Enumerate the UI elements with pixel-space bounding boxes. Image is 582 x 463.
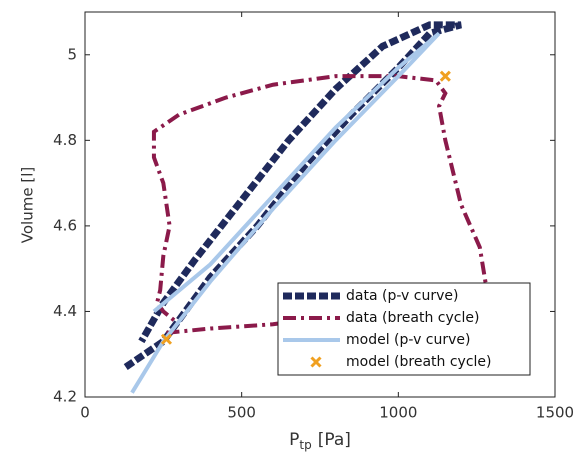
x-axis-label-main: P [289, 430, 299, 450]
marker [160, 333, 173, 345]
marker [439, 70, 451, 82]
x-tick-label: 1500 [536, 404, 574, 422]
x-tick-label: 1000 [379, 404, 417, 422]
x-axis-label-sub: tp [299, 438, 311, 452]
y-tick-label: 4.6 [53, 216, 77, 234]
x-axis-label-unit: [Pa] [318, 430, 351, 450]
legend-label: data (p-v curve) [346, 288, 458, 304]
y-tick-label: 4.2 [53, 388, 77, 406]
x-tick-label: 500 [227, 404, 256, 422]
y-axis-label: Volume [l] [19, 167, 37, 243]
y-tick-label: 4.4 [53, 302, 77, 320]
x-axis-label: Ptp [Pa] [289, 430, 351, 452]
legend: data (p-v curve) data (breath cycle) model… [277, 282, 531, 376]
legend-label: model (breath cycle) [346, 354, 492, 370]
x-tick-label: 0 [80, 404, 90, 422]
legend-marker [310, 356, 322, 368]
series-line [130, 31, 441, 394]
legend-label: data (breath cycle) [346, 310, 479, 326]
y-tick-label: 5 [67, 45, 77, 63]
legend-label: model (p-v curve) [346, 332, 471, 348]
y-tick-label: 4.8 [53, 131, 77, 149]
plot-frame [84, 11, 556, 398]
